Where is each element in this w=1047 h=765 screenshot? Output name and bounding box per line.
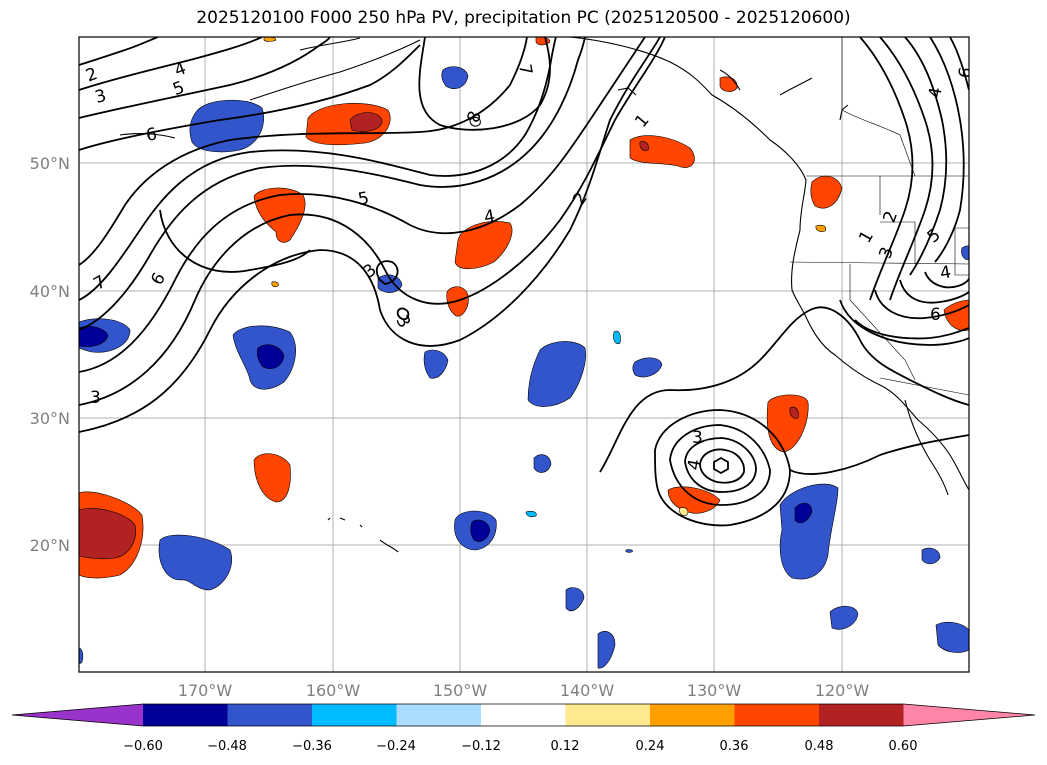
colorbar-bin	[143, 704, 228, 726]
coastlines	[119, 37, 969, 553]
lon-tick-label: 160°W	[306, 681, 361, 700]
colorbar-tick-label: 0.24	[636, 739, 665, 754]
colorbar-outline	[11, 703, 1036, 727]
lat-tick-label: 20°N	[30, 536, 70, 555]
colorbar-tick-label: 0.60	[889, 739, 918, 754]
colorbar-bin	[481, 704, 566, 726]
colorbar-tick-label: −0.60	[123, 739, 163, 754]
lat-tick-label: 30°N	[30, 409, 70, 428]
contour-label: 4	[939, 262, 953, 284]
contour-label: 5	[357, 188, 371, 210]
colorbar-tick-label: −0.12	[461, 739, 501, 754]
plot-frame	[78, 36, 970, 673]
colorbar-tick-label: 0.48	[805, 739, 834, 754]
lon-tick-label: 140°W	[560, 681, 615, 700]
contour-label: 3	[692, 428, 703, 448]
colorbar-bin	[227, 704, 313, 726]
colorbar	[11, 703, 1036, 727]
colorbar-labels: −0.60 −0.48 −0.36 −0.24 −0.12 0.12 0.24 …	[123, 739, 917, 754]
contour-label: 4	[483, 206, 497, 228]
colorbar-tick-label: 0.36	[720, 739, 749, 754]
colorbar-tick-label: −0.48	[207, 739, 247, 754]
lon-tick-label: 120°W	[815, 681, 870, 700]
lon-tick-label: 150°W	[433, 681, 488, 700]
precip-shading	[79, 37, 969, 669]
colorbar-bin	[650, 704, 735, 726]
colorbar-bin	[565, 704, 651, 726]
lon-tick-label: 130°W	[687, 681, 742, 700]
colorbar-bin	[734, 704, 820, 726]
colorbar-bin	[819, 704, 904, 726]
contour-labels: 2 3 4 5 6 7 1 2 3 4 5 6 1 2 3 4 5 6 7 3 …	[83, 59, 977, 472]
lon-tick-label: 170°W	[178, 681, 233, 700]
contour-label: 6	[930, 305, 941, 325]
colorbar-bin	[312, 704, 397, 726]
colorbar-extend-low	[12, 704, 143, 726]
lat-tick-label: 50°N	[30, 154, 70, 173]
pv-contours	[79, 37, 969, 527]
contour-label: 4	[925, 86, 947, 100]
lat-tick-label: 40°N	[30, 282, 70, 301]
colorbar-tick-label: −0.24	[376, 739, 416, 754]
longitude-axis: 170°W 160°W 150°W 140°W 130°W 120°W	[178, 681, 870, 700]
colorbar-tick-label: 0.12	[551, 739, 580, 754]
latitude-axis: 50°N 40°N 30°N 20°N	[30, 154, 70, 555]
contour-label: 7	[514, 63, 536, 77]
colorbar-tick-label: −0.36	[292, 739, 332, 754]
contour-label: 6	[955, 66, 977, 80]
contour-label: 3	[93, 86, 109, 108]
contour-label: 3	[90, 388, 101, 408]
contour-label: 4	[684, 458, 706, 472]
colorbar-extend-high	[903, 704, 1035, 726]
map-title: 2025120100 F000 250 hPa PV, precipitatio…	[196, 8, 851, 28]
contour-label: 6	[145, 124, 159, 146]
colorbar-bin	[396, 704, 482, 726]
